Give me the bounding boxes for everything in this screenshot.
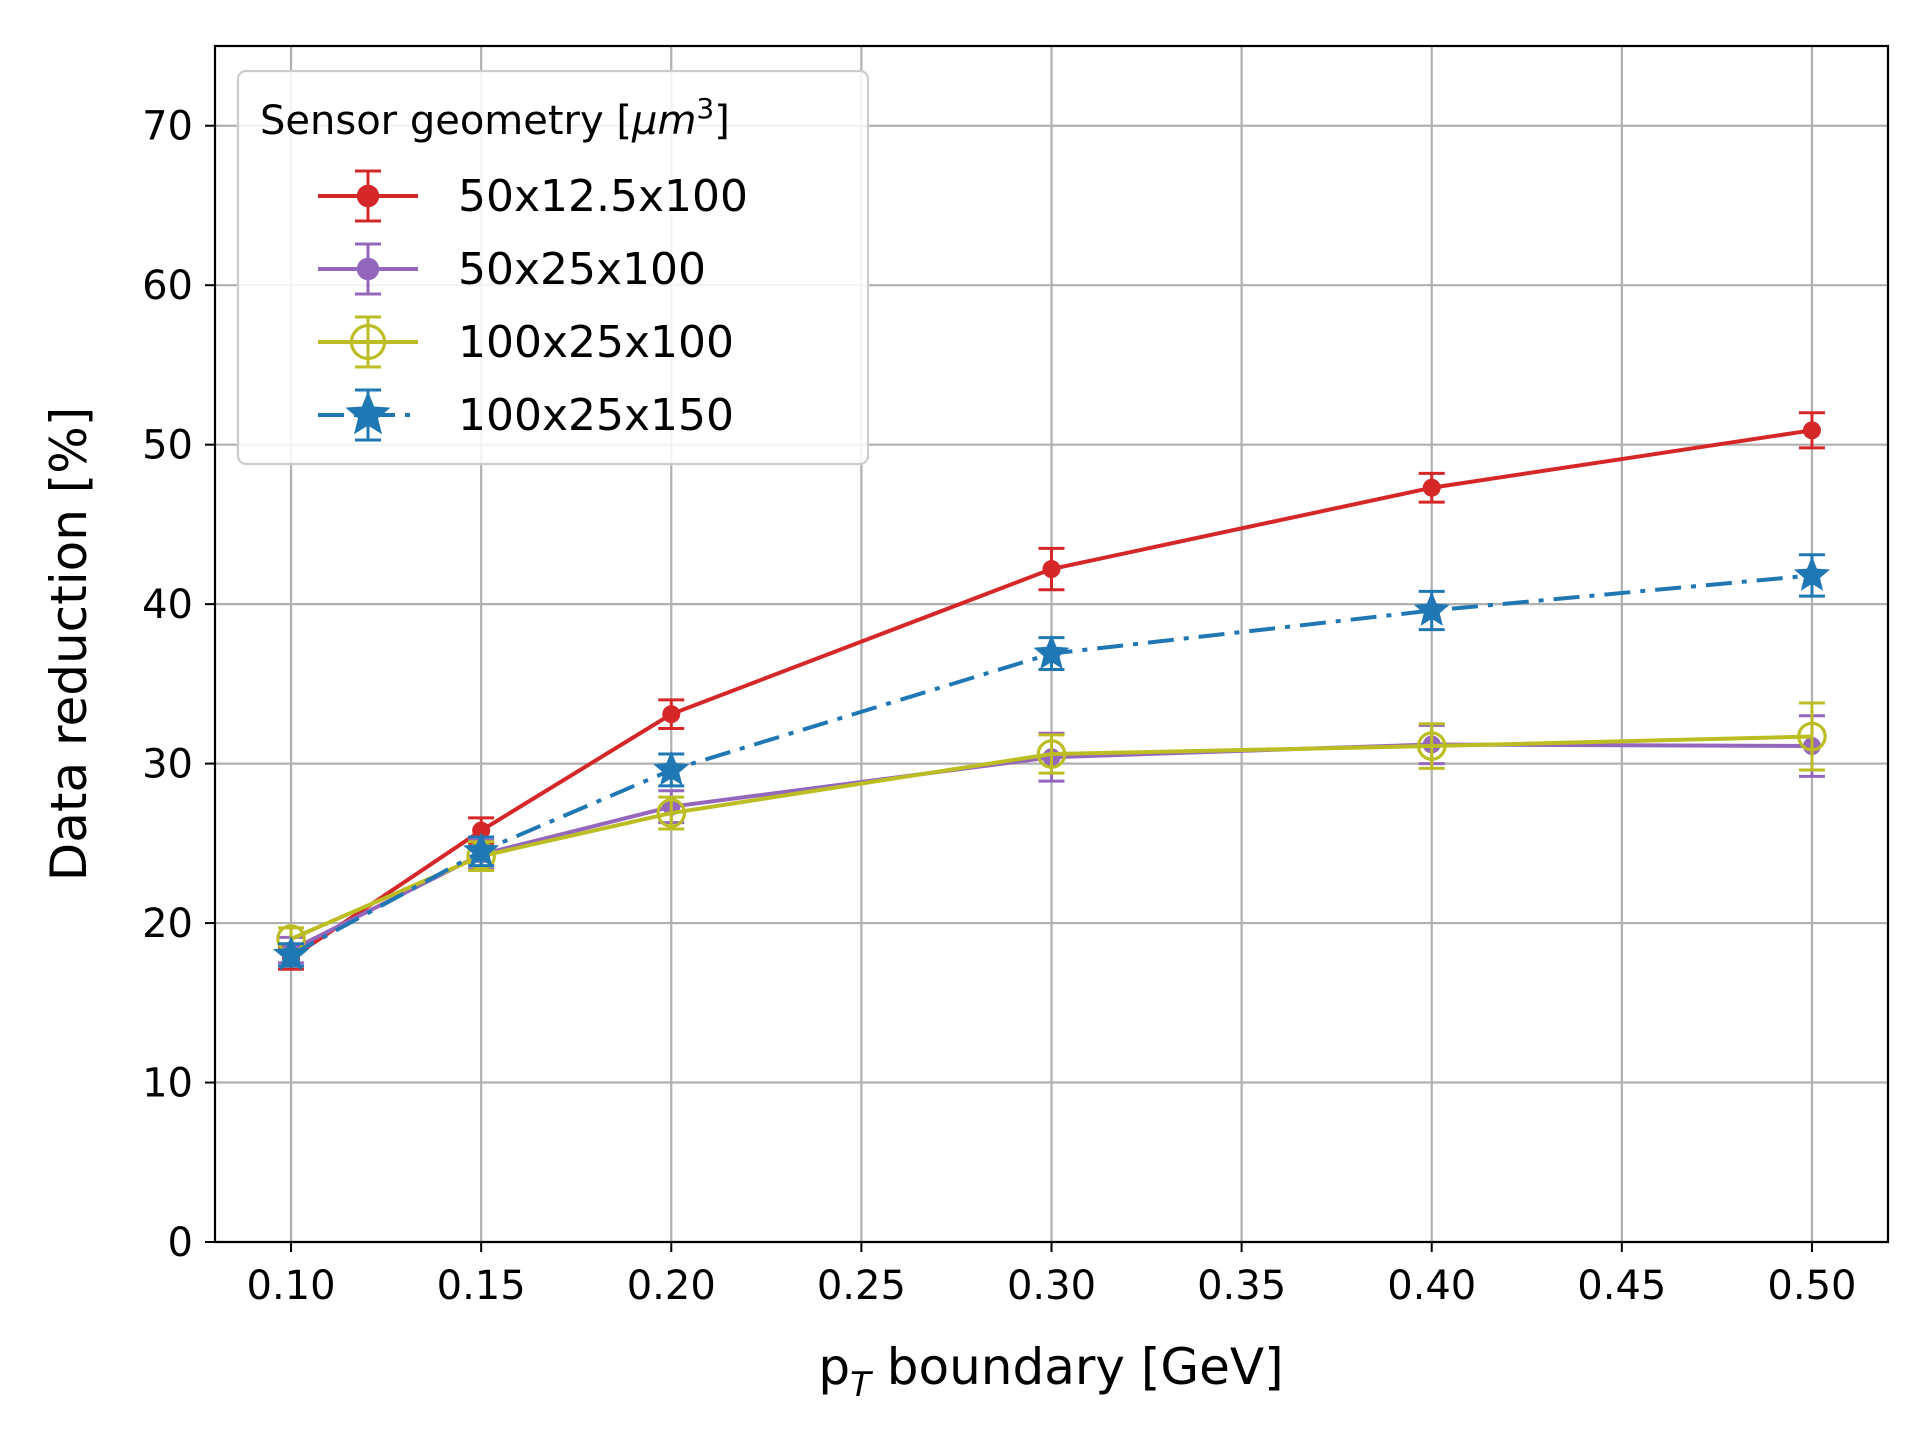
y-tick-label: 30 bbox=[142, 742, 193, 788]
x-tick-label: 0.30 bbox=[1007, 1263, 1096, 1309]
y-axis-label: Data reduction [%] bbox=[40, 407, 98, 882]
x-tick-label: 0.10 bbox=[247, 1263, 336, 1309]
x-tick-label: 0.15 bbox=[437, 1263, 526, 1309]
legend-label: 50x12.5x100 bbox=[458, 171, 748, 222]
legend-title: Sensor geometry [μm3] bbox=[260, 92, 730, 144]
legend-entry: 100x25x100 bbox=[318, 315, 734, 369]
series-line bbox=[290, 573, 1813, 957]
x-tick-label: 0.25 bbox=[817, 1263, 906, 1309]
legend-frame bbox=[236, 69, 870, 466]
data-point bbox=[1802, 421, 1821, 440]
series-100x25x150 bbox=[272, 553, 1831, 971]
series-layer bbox=[272, 411, 1831, 971]
y-tick-label: 70 bbox=[142, 104, 193, 150]
y-tick-label: 20 bbox=[142, 901, 193, 947]
y-tick-label: 50 bbox=[142, 423, 193, 469]
series-line bbox=[289, 428, 1813, 960]
x-axis-label: pT boundary [GeV] bbox=[818, 1338, 1283, 1405]
data-point bbox=[1042, 560, 1061, 579]
y-tick-label: 0 bbox=[168, 1220, 193, 1266]
data-point bbox=[1797, 721, 1827, 752]
data-point bbox=[1036, 739, 1067, 769]
legend-marker bbox=[356, 257, 380, 281]
legend-marker bbox=[349, 323, 387, 361]
x-tick-label: 0.40 bbox=[1387, 1263, 1476, 1309]
series-line bbox=[290, 734, 1813, 941]
data-point bbox=[1033, 634, 1070, 669]
x-tick-label: 0.45 bbox=[1577, 1263, 1666, 1309]
ticks: 0.10 0.15 0.20 0.25 0.30 0.35 0.40 0.45 0.50 0 10 2… bbox=[142, 104, 1856, 1309]
legend-entry: 50x25x100 bbox=[318, 242, 706, 296]
legend: Sensor geometry [μm3] 50x12.5x100 50x25x1… bbox=[236, 69, 870, 466]
legend-marker bbox=[345, 391, 391, 435]
y-tick-label: 40 bbox=[142, 582, 193, 628]
x-tick-label: 0.35 bbox=[1197, 1263, 1286, 1309]
legend-marker bbox=[356, 184, 380, 208]
x-tick-label: 0.50 bbox=[1767, 1263, 1856, 1309]
data-point bbox=[1416, 731, 1447, 761]
data-point bbox=[1793, 556, 1831, 591]
data-point bbox=[1422, 478, 1441, 497]
data-point bbox=[653, 750, 690, 786]
y-tick-label: 10 bbox=[142, 1061, 193, 1107]
data-point bbox=[662, 705, 681, 724]
y-tick-label: 60 bbox=[142, 263, 193, 309]
legend-label: 100x25x150 bbox=[458, 390, 734, 441]
legend-label: 100x25x100 bbox=[458, 317, 734, 368]
x-tick-label: 0.20 bbox=[627, 1263, 716, 1309]
legend-entry: 50x12.5x100 bbox=[318, 169, 748, 223]
legend-entry: 100x25x150 bbox=[318, 388, 734, 442]
data-point bbox=[272, 935, 310, 971]
legend-label: 50x25x100 bbox=[458, 244, 706, 295]
data-point bbox=[1413, 591, 1450, 626]
data-point bbox=[472, 821, 491, 840]
data-point bbox=[463, 832, 500, 867]
data-point bbox=[656, 798, 687, 828]
